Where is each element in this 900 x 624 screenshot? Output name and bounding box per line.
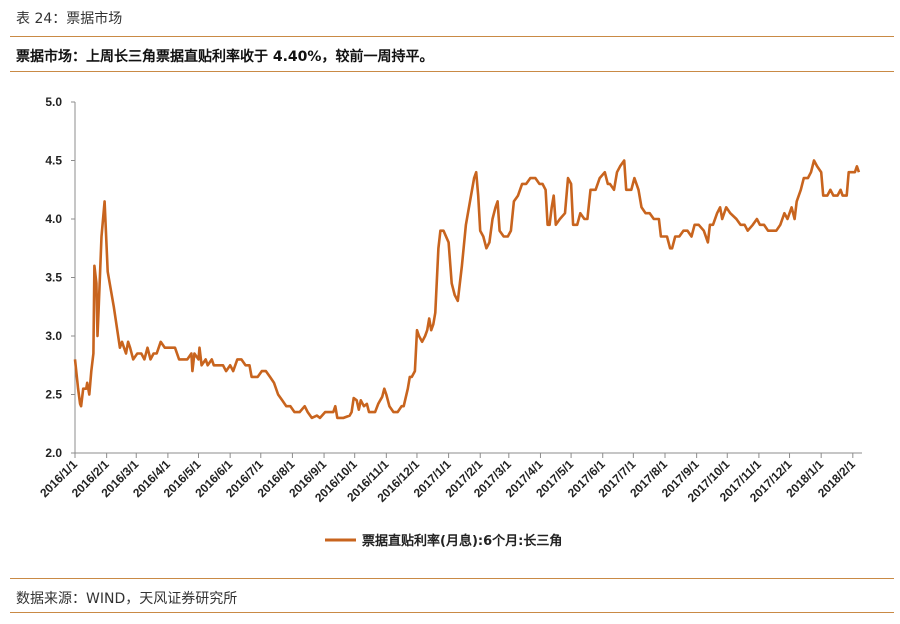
- line-chart: 5.0 4.5 4.0 3.5 3.0 2.5 2.0 2016/1/12016/2/120…: [37, 95, 862, 549]
- y-tick-label: 4.5: [45, 154, 62, 168]
- chart-legend: 票据直贴利率(月息):6个月:长三角: [325, 533, 562, 549]
- y-tick-label: 5.0: [45, 95, 62, 109]
- top-rule: [10, 36, 894, 37]
- table-caption: 表 24：票据市场: [16, 11, 123, 27]
- legend-label: 票据直贴利率(月息):6个月:长三角: [362, 533, 562, 549]
- y-tick-label: 4.0: [45, 212, 62, 226]
- y-tick-label: 2.5: [45, 388, 62, 402]
- source-note: 数据来源：WIND，天风证券研究所: [16, 591, 238, 607]
- chart-subtitle: 票据市场：上周长三角票据直贴利率收于 4.40%，较前一周持平。: [16, 49, 434, 65]
- y-axis: 5.0 4.5 4.0 3.5 3.0 2.5 2.0: [45, 95, 76, 460]
- y-tick-label: 3.5: [45, 271, 62, 285]
- y-tick-label: 3.0: [45, 329, 62, 343]
- y-tick-label: 2.0: [45, 446, 62, 460]
- source-top-rule: [10, 578, 894, 579]
- bottom-rule: [10, 612, 894, 613]
- subtitle-rule: [10, 71, 894, 72]
- series-line-changsanjiao: [73, 159, 861, 420]
- x-axis: 2016/1/12016/2/12016/3/12016/4/12016/5/1…: [37, 452, 862, 505]
